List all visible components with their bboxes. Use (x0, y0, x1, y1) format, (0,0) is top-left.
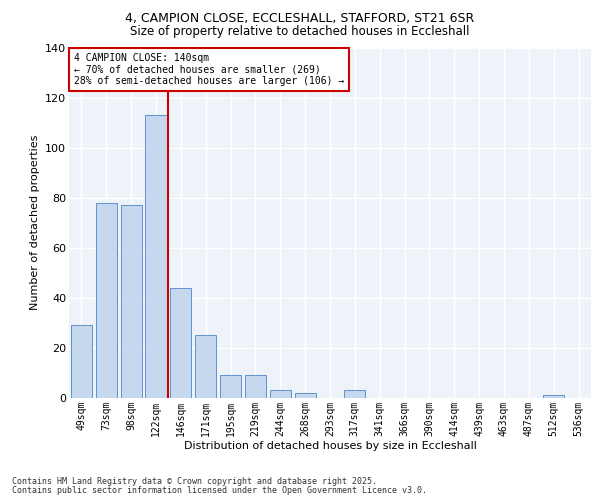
Bar (145, 115, 167, 398)
Bar (270, 390, 291, 398)
X-axis label: Distribution of detached houses by size in Eccleshall: Distribution of detached houses by size … (184, 441, 476, 451)
Text: 4 CAMPION CLOSE: 140sqm
← 70% of detached houses are smaller (269)
28% of semi-d: 4 CAMPION CLOSE: 140sqm ← 70% of detache… (74, 53, 344, 86)
Bar (344, 390, 365, 398)
Bar (121, 205, 142, 398)
Y-axis label: Number of detached properties: Number of detached properties (29, 135, 40, 310)
Bar (543, 395, 564, 398)
Bar (220, 375, 241, 398)
Bar (245, 375, 266, 398)
Text: 4, CAMPION CLOSE, ECCLESHALL, STAFFORD, ST21 6SR: 4, CAMPION CLOSE, ECCLESHALL, STAFFORD, … (125, 12, 475, 25)
Bar (96, 202, 117, 398)
Bar (170, 288, 191, 398)
Bar (71, 325, 92, 398)
Text: Contains public sector information licensed under the Open Government Licence v3: Contains public sector information licen… (12, 486, 427, 495)
Text: Size of property relative to detached houses in Eccleshall: Size of property relative to detached ho… (130, 25, 470, 38)
Bar (195, 335, 216, 398)
Bar (295, 392, 316, 398)
Text: Contains HM Land Registry data © Crown copyright and database right 2025.: Contains HM Land Registry data © Crown c… (12, 477, 377, 486)
